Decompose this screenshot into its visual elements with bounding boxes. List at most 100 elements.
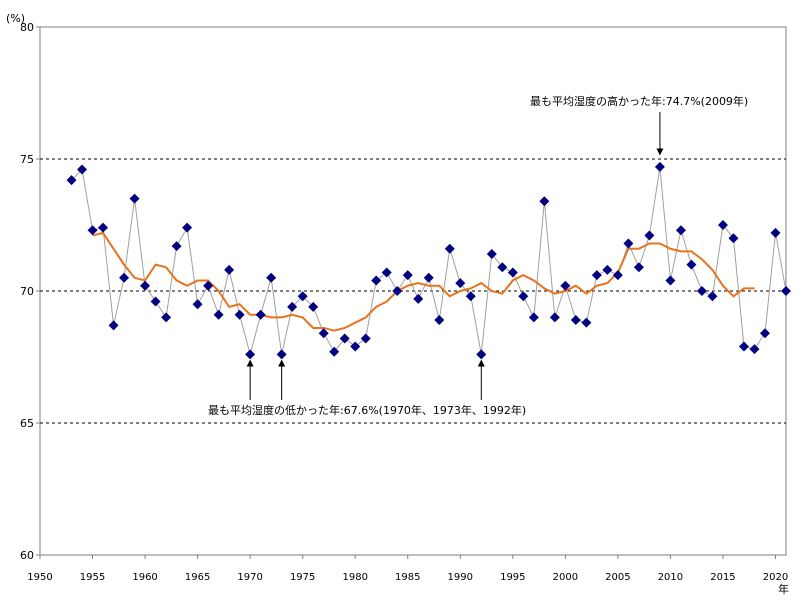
data-point-marker	[570, 315, 581, 326]
x-unit-label: 年	[778, 582, 789, 596]
data-point-marker	[203, 280, 214, 291]
data-point-marker	[497, 262, 508, 273]
data-point-marker	[465, 291, 476, 302]
x-tick-label: 2005	[605, 572, 630, 583]
data-point-marker	[381, 267, 392, 278]
data-point-marker	[539, 196, 550, 207]
x-tick-label: 1995	[500, 572, 525, 583]
gridlines	[40, 158, 786, 424]
data-point-marker	[717, 220, 728, 230]
data-point-marker	[161, 312, 172, 323]
x-tick-label: 1990	[448, 572, 473, 583]
data-point-marker	[476, 349, 487, 360]
data-point-marker	[560, 280, 571, 291]
data-point-marker	[434, 315, 445, 326]
data-point-marker	[665, 275, 676, 286]
data-point-marker	[728, 233, 739, 244]
x-tick-label: 1975	[290, 572, 315, 583]
data-point-marker	[360, 333, 371, 344]
annotations-layer: 最も平均湿度の高かった年:74.7%(2009年) 最も平均湿度の低かった年:67…	[208, 94, 748, 417]
data-point-marker	[633, 262, 644, 273]
moving-average-line	[92, 231, 755, 332]
data-point-marker	[245, 349, 256, 360]
data-point-marker	[150, 296, 161, 307]
data-point-marker	[770, 227, 781, 238]
x-tick-label: 2010	[658, 572, 683, 583]
annotation-lowest: 最も平均湿度の低かった年:67.6%(1970年、1973年、1992年)	[208, 403, 526, 417]
x-tick-label: 1950	[27, 572, 52, 583]
data-point-marker	[297, 291, 308, 302]
data-point-marker	[129, 193, 140, 204]
x-tick-label: 1970	[237, 572, 262, 583]
data-point-marker	[654, 161, 665, 172]
data-point-marker	[350, 341, 361, 352]
x-tick-label: 2020	[763, 572, 788, 583]
data-point-marker	[87, 225, 98, 236]
y-axis-ticks: 60 65 70 75 80	[20, 21, 40, 562]
series-layer	[66, 161, 791, 360]
data-point-marker	[623, 238, 634, 249]
y-tick-label: 65	[20, 417, 34, 430]
data-point-marker	[119, 272, 130, 283]
data-point-marker	[287, 301, 298, 312]
data-point-marker	[423, 272, 434, 283]
data-point-marker	[591, 270, 602, 281]
data-point-marker	[696, 286, 707, 296]
data-point-marker	[276, 349, 287, 360]
data-point-marker	[318, 328, 329, 339]
data-point-marker	[644, 230, 655, 241]
data-point-marker	[602, 264, 613, 275]
data-point-marker	[329, 346, 340, 357]
x-tick-label: 1980	[342, 572, 367, 583]
data-point-marker	[759, 328, 770, 339]
y-tick-label: 70	[20, 285, 34, 298]
y-tick-label: 80	[20, 21, 34, 34]
data-point-marker	[549, 312, 560, 323]
data-point-marker	[371, 275, 382, 286]
x-tick-label: 1955	[80, 572, 105, 583]
data-point-marker	[528, 312, 539, 323]
data-point-marker	[444, 243, 455, 254]
data-point-marker	[171, 241, 182, 252]
annotation-highest: 最も平均湿度の高かった年:74.7%(2009年)	[530, 94, 748, 108]
y-tick-label: 60	[20, 549, 34, 562]
x-tick-label: 1965	[185, 572, 210, 583]
data-point-marker	[192, 299, 203, 310]
data-point-marker	[392, 286, 403, 296]
x-tick-label: 2015	[710, 572, 735, 583]
data-point-marker	[339, 333, 350, 344]
data-point-marker	[518, 291, 529, 302]
data-point-marker	[738, 341, 749, 352]
data-point-marker	[486, 249, 497, 260]
data-point-marker	[98, 222, 109, 233]
data-point-marker	[581, 317, 592, 328]
y-tick-label: 75	[20, 153, 34, 166]
data-point-marker	[255, 309, 266, 320]
data-point-marker	[234, 309, 245, 320]
data-point-marker	[781, 286, 791, 296]
data-point-marker	[413, 293, 424, 304]
x-tick-label: 2000	[553, 572, 578, 583]
data-point-marker	[213, 309, 224, 320]
data-point-marker	[686, 259, 697, 270]
data-point-marker	[224, 264, 235, 275]
data-point-marker	[182, 222, 193, 233]
data-point-marker	[749, 344, 760, 355]
data-point-marker	[66, 175, 77, 186]
data-point-marker	[707, 291, 718, 302]
data-point-marker	[308, 301, 319, 312]
x-axis-ticks: 1950 1955 1960 1965 1970 1975 1980 1985 1990 1995…	[27, 555, 788, 583]
data-point-marker	[266, 272, 277, 283]
data-point-marker	[108, 320, 119, 331]
data-point-marker	[507, 267, 518, 278]
y-unit-label: (%)	[6, 12, 25, 25]
x-tick-label: 1985	[395, 572, 420, 583]
data-point-marker	[140, 280, 151, 291]
x-tick-label: 1960	[132, 572, 157, 583]
data-point-marker	[402, 270, 413, 281]
data-point-marker	[455, 278, 466, 289]
data-point-marker	[675, 225, 686, 236]
data-point-marker	[612, 270, 623, 281]
data-point-marker	[77, 164, 88, 175]
